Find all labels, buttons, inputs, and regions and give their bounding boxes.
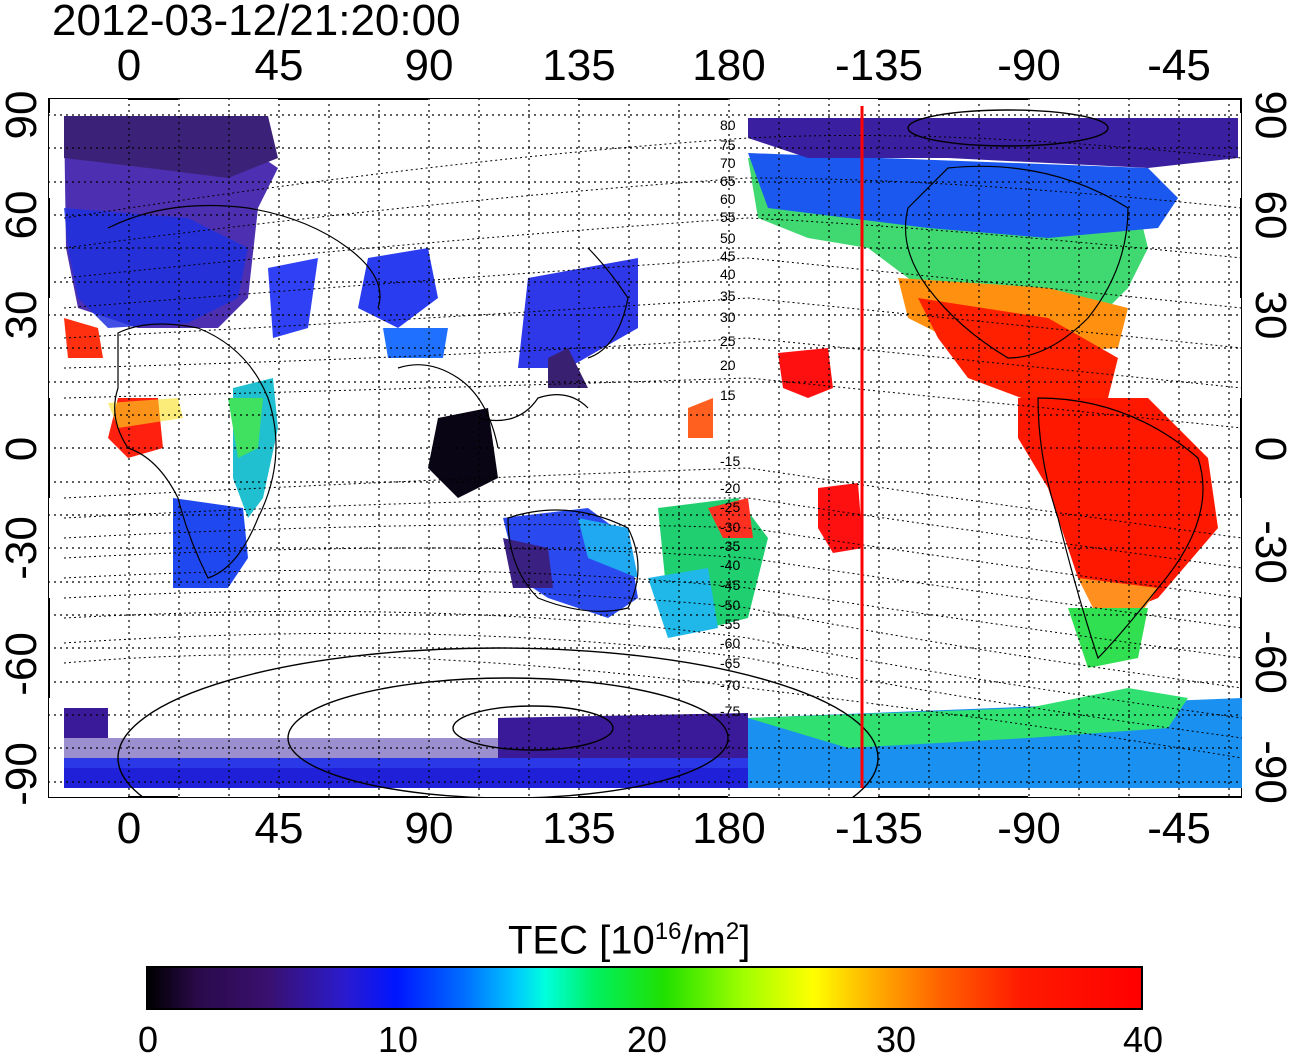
plot-title: 2012-03-12/21:20:00: [52, 0, 461, 45]
mlat-label: -55: [720, 616, 740, 632]
mlat-label: 50: [720, 230, 736, 246]
mlat-label: -50: [720, 597, 740, 613]
left-tick: 60: [0, 190, 46, 240]
tec-data-layer: [64, 116, 1242, 788]
mlat-label: 25: [720, 333, 736, 349]
colorbar-tick: 20: [626, 1019, 668, 1060]
mlat-label: -45: [720, 577, 740, 593]
left-tick: 30: [0, 290, 46, 340]
mlat-label: -40: [720, 557, 740, 573]
mlat-label: 65: [720, 173, 736, 189]
mlat-label: 80: [720, 117, 736, 133]
tec-colorbar: [146, 966, 1143, 1010]
mlat-label: 60: [720, 191, 736, 207]
magnetic-pole-rings: [117, 109, 1109, 798]
tec-map: 80 75 70 65 60 55 50 45 40 35 30 25 20 1…: [48, 98, 1242, 798]
colorbar-title: TEC [1016/m2]: [508, 907, 750, 965]
mlat-label: -30: [720, 519, 740, 535]
top-tick: -135: [834, 41, 924, 90]
mlat-label: 55: [720, 209, 736, 225]
colorbar-tick: 10: [377, 1019, 419, 1060]
colorbar-title-end: ]: [739, 918, 751, 963]
mlat-label: 35: [720, 288, 736, 304]
colorbar-tick: 40: [1122, 1019, 1164, 1060]
right-tick: -90: [1246, 740, 1292, 804]
magnetic-latitude-contours: [63, 135, 1242, 759]
bottom-tick: 45: [254, 804, 304, 853]
top-tick: -45: [1147, 41, 1211, 90]
bottom-tick: -45: [1147, 804, 1211, 853]
left-tick: 0: [0, 436, 46, 462]
mlat-label: -65: [720, 655, 740, 671]
mlat-label: 45: [720, 248, 736, 264]
mlat-label: -75: [720, 703, 740, 719]
left-tick: -60: [0, 632, 46, 696]
mlat-label: 75: [720, 137, 736, 153]
mlat-label: 40: [720, 266, 736, 282]
top-tick: 135: [542, 41, 616, 90]
bottom-tick: 180: [692, 804, 766, 853]
right-tick: 30: [1246, 290, 1292, 340]
mlat-label: -15: [720, 453, 740, 469]
left-tick: -90: [0, 742, 46, 806]
bottom-tick: -135: [834, 804, 924, 853]
colorbar-title-exp: 16: [654, 918, 682, 945]
top-tick: 90: [404, 41, 454, 90]
colorbar-title-unit: /m: [681, 918, 726, 963]
bottom-tick: -90: [997, 804, 1061, 853]
top-tick: -90: [997, 41, 1061, 90]
mlat-label: -35: [720, 538, 740, 554]
right-tick: 60: [1246, 190, 1292, 240]
colorbar-tick: 0: [137, 1019, 159, 1060]
right-tick: 90: [1246, 90, 1292, 140]
mlat-label: 70: [720, 155, 736, 171]
colorbar-title-exp2: 2: [725, 918, 740, 945]
right-tick: -60: [1246, 630, 1292, 694]
top-tick: 45: [254, 41, 304, 90]
bottom-tick: 135: [542, 804, 616, 853]
mlat-label: -25: [720, 499, 740, 515]
right-tick: 0: [1246, 436, 1292, 462]
mlat-label: -70: [720, 677, 740, 693]
top-tick: 180: [692, 41, 766, 90]
coastlines: [107, 165, 1204, 660]
mlat-label: -60: [720, 635, 740, 651]
left-tick: -30: [0, 516, 46, 580]
bottom-tick: 0: [116, 804, 142, 853]
mlat-label: 20: [720, 357, 736, 373]
colorbar-tick: 30: [875, 1019, 917, 1060]
mlat-labels: 80 75 70 65 60 55 50 45 40 35 30 25 20 1…: [720, 117, 740, 719]
bottom-tick: 90: [404, 804, 454, 853]
left-tick: 90: [0, 90, 46, 140]
mlat-label: -20: [720, 480, 740, 496]
top-tick: 0: [116, 41, 142, 90]
colorbar-title-main: TEC [10: [508, 918, 655, 963]
mlat-label: 30: [720, 309, 736, 325]
mlat-label: 15: [720, 387, 736, 403]
right-tick: -30: [1246, 520, 1292, 584]
